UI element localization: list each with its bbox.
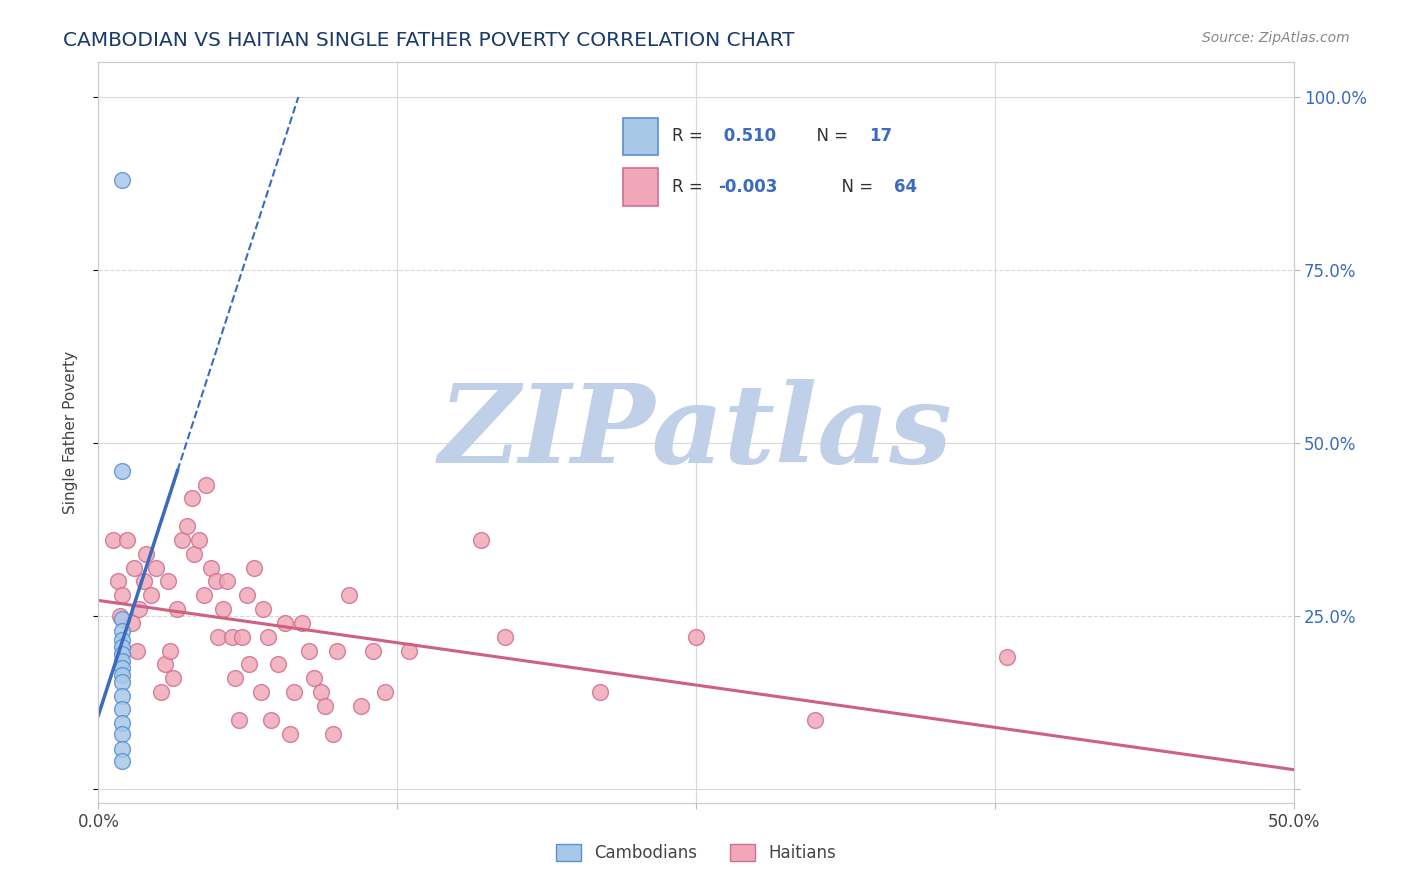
Point <box>111 588 134 602</box>
Point <box>322 726 344 740</box>
Point <box>162 671 184 685</box>
Point <box>145 560 167 574</box>
Point <box>494 630 516 644</box>
Point <box>278 726 301 740</box>
Point <box>259 713 281 727</box>
Point <box>107 574 129 589</box>
Point <box>124 560 146 574</box>
Point <box>339 588 361 602</box>
Point <box>125 643 148 657</box>
Point <box>211 602 233 616</box>
Text: ZIPatlas: ZIPatlas <box>439 379 953 486</box>
Point <box>302 671 325 685</box>
Point <box>132 574 155 589</box>
Point <box>111 640 134 654</box>
Point <box>111 754 134 768</box>
Text: CAMBODIAN VS HAITIAN SINGLE FATHER POVERTY CORRELATION CHART: CAMBODIAN VS HAITIAN SINGLE FATHER POVER… <box>63 31 794 50</box>
Point <box>267 657 290 672</box>
Point <box>155 657 177 672</box>
Point <box>685 630 707 644</box>
Text: Source: ZipAtlas.com: Source: ZipAtlas.com <box>1202 31 1350 45</box>
Point <box>195 477 218 491</box>
Point <box>111 726 134 740</box>
Point <box>217 574 239 589</box>
Point <box>257 630 280 644</box>
Point <box>204 574 226 589</box>
Point <box>207 630 229 644</box>
Point <box>374 685 396 699</box>
Point <box>589 685 612 699</box>
Point <box>139 588 162 602</box>
Point <box>398 643 420 657</box>
Point <box>111 702 134 716</box>
Point <box>238 657 260 672</box>
Point <box>111 689 134 703</box>
Point <box>111 612 134 626</box>
Point <box>111 647 134 661</box>
Point <box>111 674 134 689</box>
Point <box>108 609 131 624</box>
Point <box>180 491 202 506</box>
Point <box>166 602 188 616</box>
Point <box>315 698 337 713</box>
Point <box>111 716 134 731</box>
Legend: Cambodians, Haitians: Cambodians, Haitians <box>548 837 844 869</box>
Point <box>283 685 305 699</box>
Point <box>111 633 134 648</box>
Point <box>363 643 385 657</box>
Point <box>111 667 134 681</box>
Point <box>291 615 314 630</box>
Point <box>350 698 373 713</box>
Point <box>187 533 209 547</box>
Point <box>224 671 246 685</box>
Point <box>470 533 492 547</box>
Point <box>172 533 194 547</box>
Point <box>252 602 274 616</box>
Point <box>250 685 273 699</box>
Point <box>243 560 266 574</box>
Point <box>235 588 257 602</box>
Point <box>231 630 253 644</box>
Point <box>298 643 321 657</box>
Point <box>111 464 134 478</box>
Point <box>111 661 134 675</box>
Point <box>111 624 134 639</box>
Point <box>274 615 297 630</box>
Point <box>135 547 157 561</box>
Point <box>115 533 138 547</box>
Point <box>200 560 222 574</box>
Y-axis label: Single Father Poverty: Single Father Poverty <box>63 351 77 514</box>
Point <box>121 615 143 630</box>
Point <box>326 643 349 657</box>
Point <box>111 654 134 668</box>
Point <box>183 547 205 561</box>
Point <box>101 533 124 547</box>
Point <box>995 650 1018 665</box>
Point <box>176 519 198 533</box>
Point <box>128 602 150 616</box>
Point <box>156 574 179 589</box>
Point <box>159 643 181 657</box>
Point <box>804 713 827 727</box>
Point <box>221 630 243 644</box>
Point <box>228 713 250 727</box>
Point <box>111 741 134 756</box>
Point <box>309 685 332 699</box>
Point <box>149 685 172 699</box>
Point <box>193 588 215 602</box>
Point <box>111 173 134 187</box>
